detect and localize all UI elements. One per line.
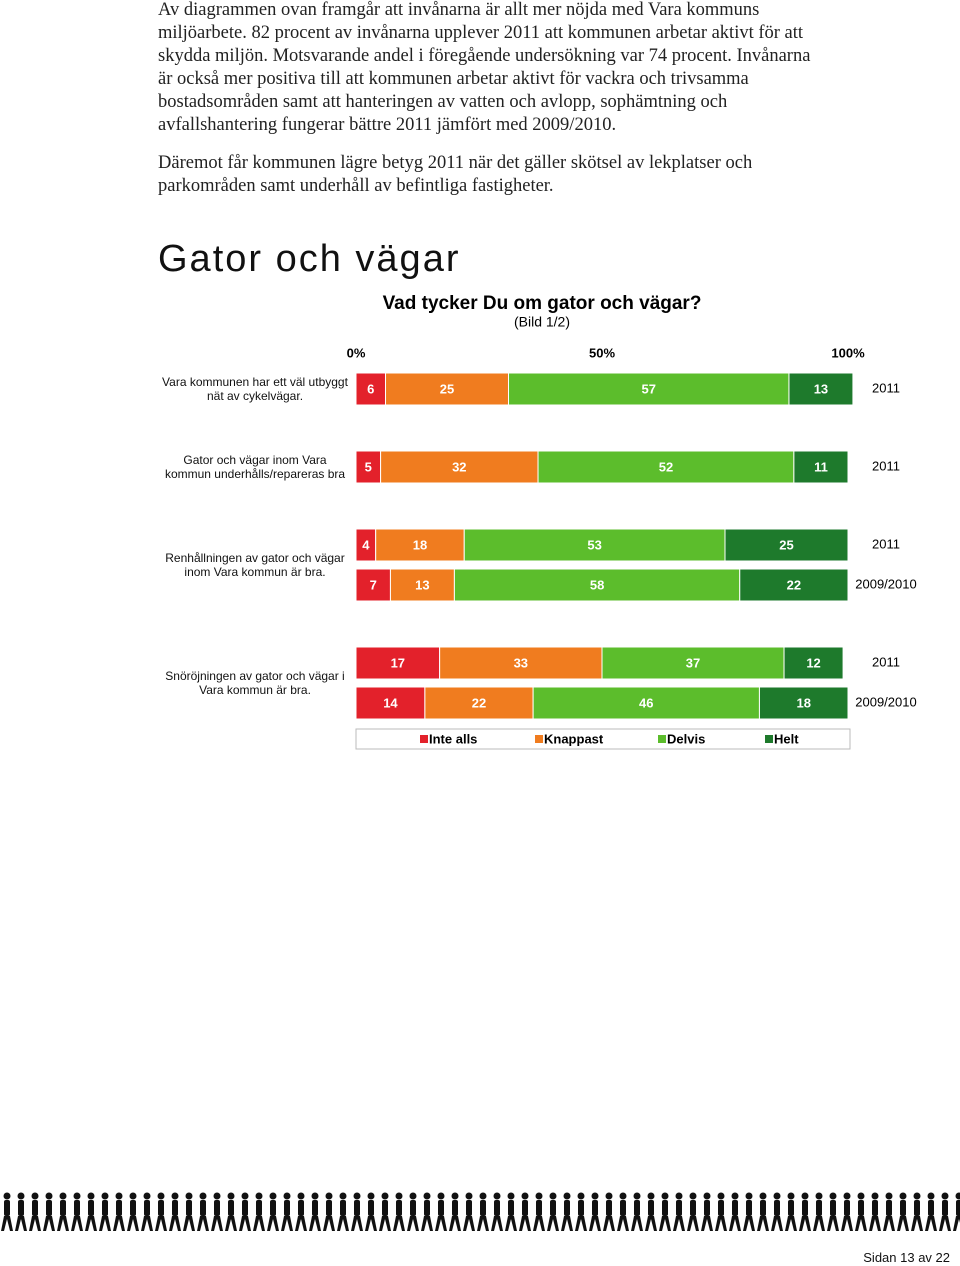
data-label: 14 (383, 695, 398, 710)
year-label: 2011 (872, 458, 900, 473)
data-label: 22 (787, 577, 801, 592)
data-label: 17 (391, 655, 405, 670)
year-label: 2011 (872, 536, 900, 551)
bar-segment (788, 372, 854, 406)
data-label: 11 (814, 459, 828, 474)
year-label: 2009/2010 (855, 576, 916, 591)
data-label: 32 (452, 459, 466, 474)
bar-segment (537, 450, 795, 484)
bar-segment (355, 686, 426, 720)
bar-segment (355, 646, 441, 680)
data-label: 52 (659, 459, 673, 474)
data-label: 25 (779, 537, 793, 552)
bar-segment (601, 646, 785, 680)
data-label: 58 (590, 577, 604, 592)
year-label: 2009/2010 (855, 694, 916, 709)
bar-segment (463, 528, 726, 562)
legend-box (355, 728, 851, 750)
bar-segment (355, 372, 387, 406)
bar-segment (793, 450, 849, 484)
data-label: 22 (472, 695, 486, 710)
question-label: Snöröjningen av gator och vägar i Vara k… (165, 669, 345, 697)
data-label: 57 (642, 381, 656, 396)
bar-segment (783, 646, 844, 680)
data-label: 33 (514, 655, 528, 670)
bar-segment (508, 372, 790, 406)
question-label: Renhållningen av gator och vägar inom Va… (165, 551, 345, 579)
bar-segment (389, 568, 455, 602)
data-label: 7 (370, 577, 377, 592)
data-label: 46 (639, 695, 653, 710)
legend-swatch (420, 735, 428, 743)
paragraph: Däremot får kommunen lägre betyg 2011 nä… (158, 153, 753, 196)
data-label: 4 (362, 537, 370, 552)
legend-label: Knappast (544, 731, 604, 746)
year-label: 2011 (872, 380, 900, 395)
chart-title: Vad tycker Du om gator och vägar? (383, 293, 702, 314)
page-number: Sidan 13 av 22 (863, 1250, 950, 1265)
bar-segment (424, 686, 534, 720)
year-label: 2011 (872, 654, 900, 669)
data-label: 5 (365, 459, 372, 474)
chart-subtitle: (Bild 1/2) (514, 314, 570, 330)
data-label: 18 (413, 537, 427, 552)
bar-segment (453, 568, 741, 602)
bar-segment (739, 568, 849, 602)
question-label: Gator och vägar inom Vara kommun underhå… (164, 453, 346, 481)
data-label: 18 (796, 695, 810, 710)
legend-swatch (535, 735, 543, 743)
legend-label: Inte alls (429, 731, 477, 746)
paragraph: Av diagrammen ovan framgår att invånarna… (158, 0, 811, 135)
data-label: 37 (686, 655, 700, 670)
data-label: 53 (587, 537, 601, 552)
bar-segment (355, 568, 391, 602)
bar-segment (355, 450, 382, 484)
legend-label: Helt (774, 731, 799, 746)
data-label: 12 (806, 655, 820, 670)
footer-decoration (0, 1192, 960, 1236)
data-label: 6 (367, 381, 374, 396)
bar-segment (375, 528, 465, 562)
x-tick-label: 50% (589, 345, 615, 360)
legend-label: Delvis (667, 731, 705, 746)
x-tick-label: 100% (831, 345, 865, 360)
legend-swatch (658, 735, 666, 743)
question-label: Vara kommunen har ett väl utbyggt nät av… (162, 375, 348, 403)
data-label: 25 (440, 381, 454, 396)
legend-swatch (765, 735, 773, 743)
bar-segment (758, 686, 849, 720)
data-label: 13 (415, 577, 429, 592)
x-tick-label: 0% (347, 345, 366, 360)
bar-segment (532, 686, 760, 720)
heading: Gator och vägar (158, 238, 461, 280)
bar-segment (724, 528, 849, 562)
data-label: 13 (814, 381, 828, 396)
